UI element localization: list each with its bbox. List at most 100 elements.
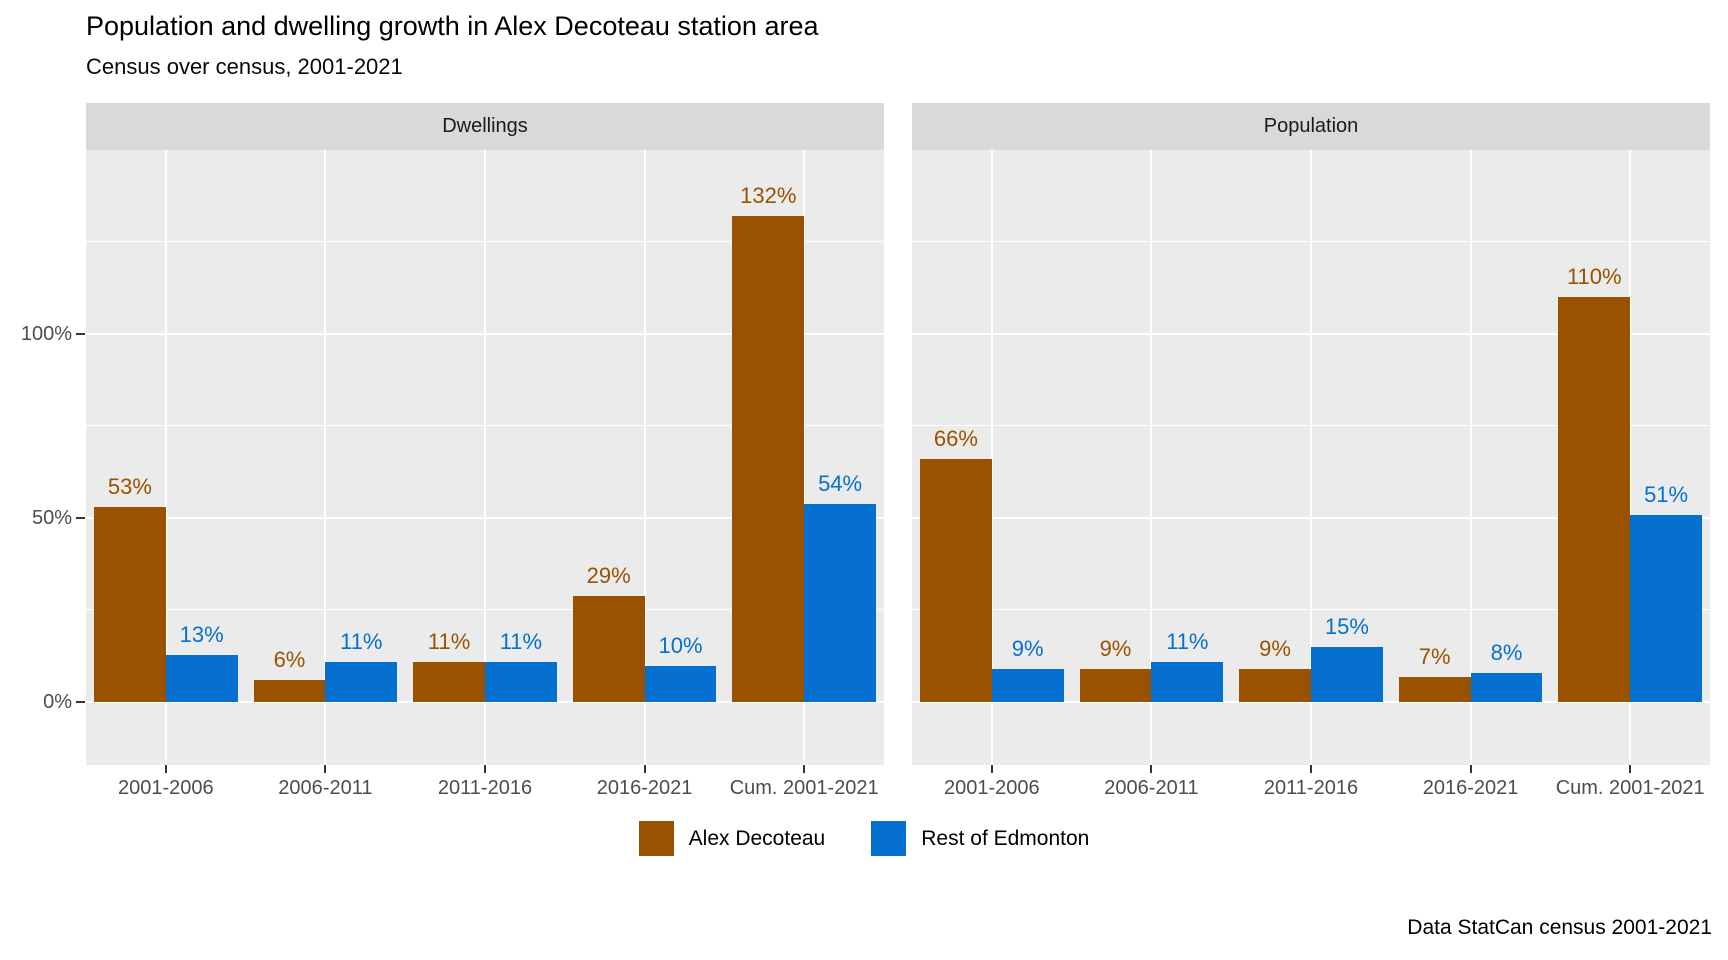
category-slot: 9% 11%: [1072, 150, 1232, 765]
gridline-major-x: [1629, 150, 1632, 765]
bar: [165, 654, 238, 703]
bar-value-label: 10%: [658, 632, 703, 658]
legend-item-alex-decoteau: Alex Decoteau: [638, 821, 826, 856]
plot-panel-population: 66% 9% 9% 11% 9% 15% 7% 8% 110% 51%: [912, 150, 1710, 765]
legend-swatch-alex-decoteau: [638, 821, 674, 856]
x-tick: [1150, 765, 1153, 773]
x-tick: [1310, 765, 1312, 773]
y-tick: [76, 333, 85, 336]
x-tick: [324, 765, 327, 773]
bar: [991, 669, 1064, 703]
bar: [1239, 669, 1311, 703]
bar: [1630, 514, 1702, 703]
bar-value-label: 13%: [179, 621, 224, 647]
bar-value-label: 11%: [499, 628, 543, 654]
gridline-major-x: [1309, 150, 1312, 765]
bar-value-label: 66%: [933, 426, 978, 452]
bar: [1310, 647, 1383, 703]
bar-value-label: 110%: [1566, 264, 1622, 290]
bar-value-label: 51%: [1644, 481, 1689, 507]
bar: [732, 216, 805, 703]
bar-value-label: 15%: [1324, 614, 1369, 640]
x-axis-population: 2001-2006 2006-2011 2011-2016 2016-2021 Cum.…: [912, 765, 1710, 813]
category-slot: 132% 54%: [724, 150, 884, 765]
facet-strip-dwellings: Dwellings: [86, 103, 884, 150]
gridline-major-x: [643, 150, 646, 765]
x-tick-label: 2016-2021: [596, 777, 693, 799]
x-tick-label: 2011-2016: [437, 777, 533, 799]
bar-value-label: 132%: [740, 183, 797, 209]
y-tick: [76, 517, 85, 520]
x-tick: [1629, 765, 1632, 773]
category-slot: 11% 11%: [405, 150, 565, 765]
category-slot: 29% 10%: [565, 150, 725, 765]
legend-label-rest-of-edmonton: Rest of Edmonton: [921, 826, 1090, 850]
y-tick-label: 100%: [20, 323, 72, 346]
x-tick: [990, 765, 993, 773]
x-tick-label: Cum. 2001-2021: [729, 777, 879, 799]
bar: [413, 661, 485, 703]
bar-value-label: 11%: [340, 628, 383, 654]
x-tick-label: 2006-2011: [1104, 777, 1199, 799]
legend-item-rest-of-edmonton: Rest of Edmonton: [871, 821, 1089, 856]
x-tick-label: 2001-2006: [943, 777, 1040, 799]
bar-value-label: 11%: [1166, 628, 1209, 654]
y-tick-label: 50%: [31, 507, 72, 530]
bar-value-label: 9%: [1259, 636, 1291, 662]
bar: [1398, 676, 1471, 703]
legend: Alex Decoteau Rest of Edmonton: [0, 821, 1728, 856]
gridline-major-x: [164, 150, 167, 765]
bar: [325, 661, 398, 703]
legend-label-alex-decoteau: Alex Decoteau: [688, 826, 826, 850]
x-tick-label: Cum. 2001-2021: [1555, 777, 1705, 799]
bar: [804, 503, 876, 703]
bar-value-label: 8%: [1490, 639, 1523, 665]
gridline-major-x: [1469, 150, 1472, 765]
x-tick: [803, 765, 806, 773]
bar-value-label: 9%: [1011, 636, 1044, 662]
x-tick: [643, 765, 646, 773]
gridline-major-x: [483, 150, 486, 765]
bar: [919, 459, 992, 703]
gridline-major-x: [1150, 150, 1153, 765]
chart-title: Population and dwelling growth in Alex D…: [86, 11, 819, 41]
bar-value-label: 6%: [273, 647, 306, 673]
x-tick: [484, 765, 486, 773]
bar: [1079, 669, 1152, 703]
x-tick: [164, 765, 167, 773]
x-tick-label: 2016-2021: [1422, 777, 1519, 799]
category-slot: 7% 8%: [1391, 150, 1551, 765]
bar: [253, 680, 326, 703]
facet-dwellings: Dwellings 53% 13% 6% 11% 11% 11% 29% 10% 132% 54%…: [86, 103, 884, 813]
plot-panel-dwellings: 53% 13% 6% 11% 11% 11% 29% 10% 132% 54%: [86, 150, 884, 765]
facet-strip-population: Population: [912, 103, 1710, 150]
bar-value-label: 53%: [107, 474, 152, 500]
gridline-major-x: [803, 150, 806, 765]
category-slot: 6% 11%: [246, 150, 406, 765]
category-slot: 9% 15%: [1231, 150, 1391, 765]
data-source-caption: Data StatCan census 2001-2021: [1407, 916, 1712, 939]
bar-value-label: 9%: [1099, 636, 1132, 662]
x-tick-label: 2006-2011: [278, 777, 373, 799]
bar: [1151, 661, 1224, 703]
gridline-major-x: [324, 150, 327, 765]
bar: [1470, 672, 1543, 703]
gridline-major-x: [990, 150, 993, 765]
bar: [572, 595, 645, 703]
y-tick: [76, 701, 85, 704]
bar: [644, 665, 717, 703]
category-slot: 53% 13%: [86, 150, 246, 765]
category-slot: 66% 9%: [912, 150, 1072, 765]
x-tick: [1469, 765, 1472, 773]
bar-value-label: 11%: [427, 628, 471, 654]
x-axis-dwellings: 2001-2006 2006-2011 2011-2016 2016-2021 Cum.…: [86, 765, 884, 813]
chart-subtitle: Census over census, 2001-2021: [86, 54, 403, 79]
category-slot: 110% 51%: [1550, 150, 1710, 765]
bar: [484, 661, 557, 703]
x-tick-label: 2011-2016: [1263, 777, 1359, 799]
y-tick-label: 0%: [43, 691, 72, 714]
bar-value-label: 7%: [1418, 643, 1451, 669]
bar: [93, 507, 166, 703]
bar-value-label: 54%: [818, 470, 863, 496]
